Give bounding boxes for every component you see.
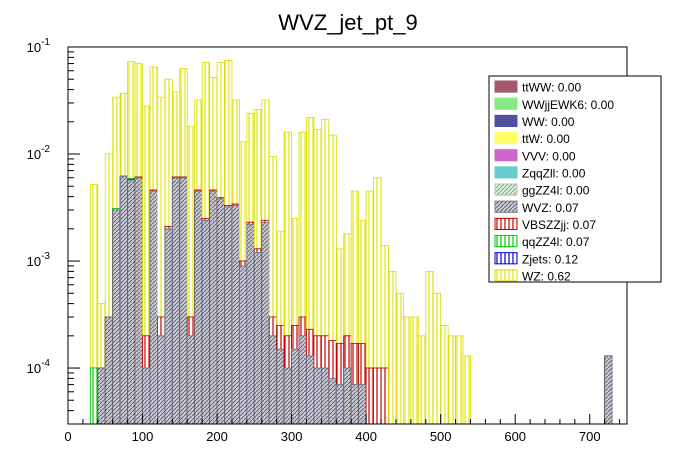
y-tick-exponent: -3 (41, 251, 50, 262)
histogram-bar-wvz (306, 355, 315, 425)
x-tick-label: 500 (430, 429, 452, 444)
legend-label: WWjjEWK6: 0.00 (522, 98, 614, 112)
histogram-bar-wvz (194, 190, 203, 425)
histogram-bar-qqzz4l (89, 367, 99, 425)
histogram-bar-wvz (261, 221, 270, 425)
legend-label: Zjets: 0.12 (522, 252, 578, 266)
histogram-bar-wvz (335, 384, 345, 425)
y-tick-exponent: -1 (41, 37, 50, 48)
histogram-bar-wvz (343, 367, 352, 425)
histogram-bar-wvz (313, 367, 322, 425)
histogram-bar-wvz (291, 348, 300, 425)
histogram-bar-wvz (209, 190, 218, 425)
histogram-bar-wz (402, 316, 412, 425)
histogram-bar-vbszzjj (365, 367, 374, 425)
legend-swatch (494, 269, 518, 282)
y-axis: 10-4 10-3 10-2 10-1 (27, 37, 80, 425)
x-tick-label: 100 (132, 429, 154, 444)
histogram-bar-wz (395, 292, 404, 425)
histogram-bar-wz (388, 271, 397, 425)
histogram-bar-wvz (604, 355, 613, 425)
legend-label: VVV: 0.00 (522, 149, 576, 163)
histogram-bar-wvz (239, 265, 248, 425)
x-tick-label: 200 (206, 429, 228, 444)
histogram-bar-wz (432, 292, 442, 425)
legend-swatch (494, 166, 518, 179)
legend-label: ggZZ4l: 0.00 (522, 184, 590, 198)
legend-swatch (494, 183, 518, 196)
histogram-bar-wvz (216, 198, 225, 425)
legend-swatch (494, 80, 518, 93)
legend-label: ttWW: 0.00 (522, 81, 581, 95)
histogram-bar-wvz (358, 384, 367, 425)
histogram-bar-wvz (157, 335, 166, 425)
x-tick-label: 400 (355, 429, 377, 444)
histogram-bar-wvz (231, 205, 240, 425)
histogram-bar-wvz (119, 175, 129, 425)
histogram-bar-wvz (186, 335, 196, 425)
legend-label: ZqqZll: 0.00 (522, 166, 586, 180)
histogram-bar-wvz (328, 378, 337, 425)
x-tick-label: 700 (579, 429, 601, 444)
histogram-bar-wvz (149, 190, 158, 425)
histogram-bar-vbszzjj (373, 367, 382, 425)
histogram-bar-wvz (142, 367, 151, 425)
legend-swatch (494, 114, 518, 128)
histogram-bar-wz (410, 316, 419, 425)
legend-swatch (494, 217, 518, 230)
histogram-bar-wvz (134, 177, 143, 425)
histogram-bar-wvz (298, 335, 307, 425)
legend-swatch (494, 149, 518, 162)
legend-label: VBSZZjj: 0.07 (522, 218, 596, 232)
histogram-bar-wvz (179, 177, 188, 425)
legend-swatch (494, 97, 518, 110)
histogram-bar-wz (440, 325, 449, 425)
histogram-bar-wvz (268, 335, 278, 425)
legend-box (488, 75, 662, 283)
histogram-bar-wvz (350, 384, 360, 425)
histogram-bar-wvz (171, 177, 181, 425)
histogram-bar-wvz (246, 223, 255, 425)
y-tick-label: 10-1 (27, 37, 51, 55)
histogram-bar-wz (462, 355, 471, 425)
histogram-bar-wvz (321, 367, 330, 425)
x-axis: 0 100 200 300 400 500 600 700 (64, 414, 621, 444)
chart-title: WVZ_jet_pt_9 (278, 10, 417, 35)
histogram-bar-wvz (276, 348, 285, 425)
histogram-bar-wvz (127, 179, 136, 425)
x-tick-label: 300 (281, 429, 303, 444)
histogram-bar-wz (447, 335, 456, 425)
histogram-bar-wvz (112, 209, 121, 425)
histogram-bar-wvz (283, 367, 293, 425)
legend-label: qqZZ4l: 0.07 (522, 235, 590, 249)
histogram-bar-wz (417, 335, 427, 425)
y-tick-exponent: -4 (41, 358, 50, 369)
x-tick-label: 0 (64, 429, 71, 444)
histogram-bar-wvz (104, 316, 114, 425)
legend-label: WZ: 0.62 (522, 269, 571, 283)
y-tick-label: 10-4 (27, 358, 51, 376)
y-tick-label: 10-2 (27, 144, 51, 162)
legend-swatch (494, 132, 518, 145)
legend-label: WW: 0.00 (522, 115, 575, 129)
legend-swatch (494, 200, 518, 213)
histogram-bar-wvz (201, 219, 211, 425)
histogram-bar-wvz (97, 367, 106, 425)
legend-label: WVZ: 0.07 (522, 201, 579, 215)
histogram-bar-wvz (164, 228, 173, 425)
legend-label: ttW: 0.00 (522, 132, 570, 146)
legend-swatch (494, 235, 518, 248)
legend-swatch (494, 252, 518, 265)
histogram-bar-vbszzjj (380, 367, 389, 425)
histogram-bar-wz (455, 335, 464, 425)
histogram-bars (89, 59, 613, 425)
histogram-bar-wvz (224, 206, 233, 425)
y-tick-exponent: -2 (41, 144, 50, 155)
y-tick-label: 10-3 (27, 251, 51, 269)
histogram-bar-wvz (253, 252, 263, 425)
x-tick-label: 600 (504, 429, 526, 444)
histogram-bar-wz (425, 271, 434, 425)
legend: ttWW: 0.00 WWjjEWK6: 0.00 WW: 0.00 ttW: 0.0… (488, 75, 662, 283)
